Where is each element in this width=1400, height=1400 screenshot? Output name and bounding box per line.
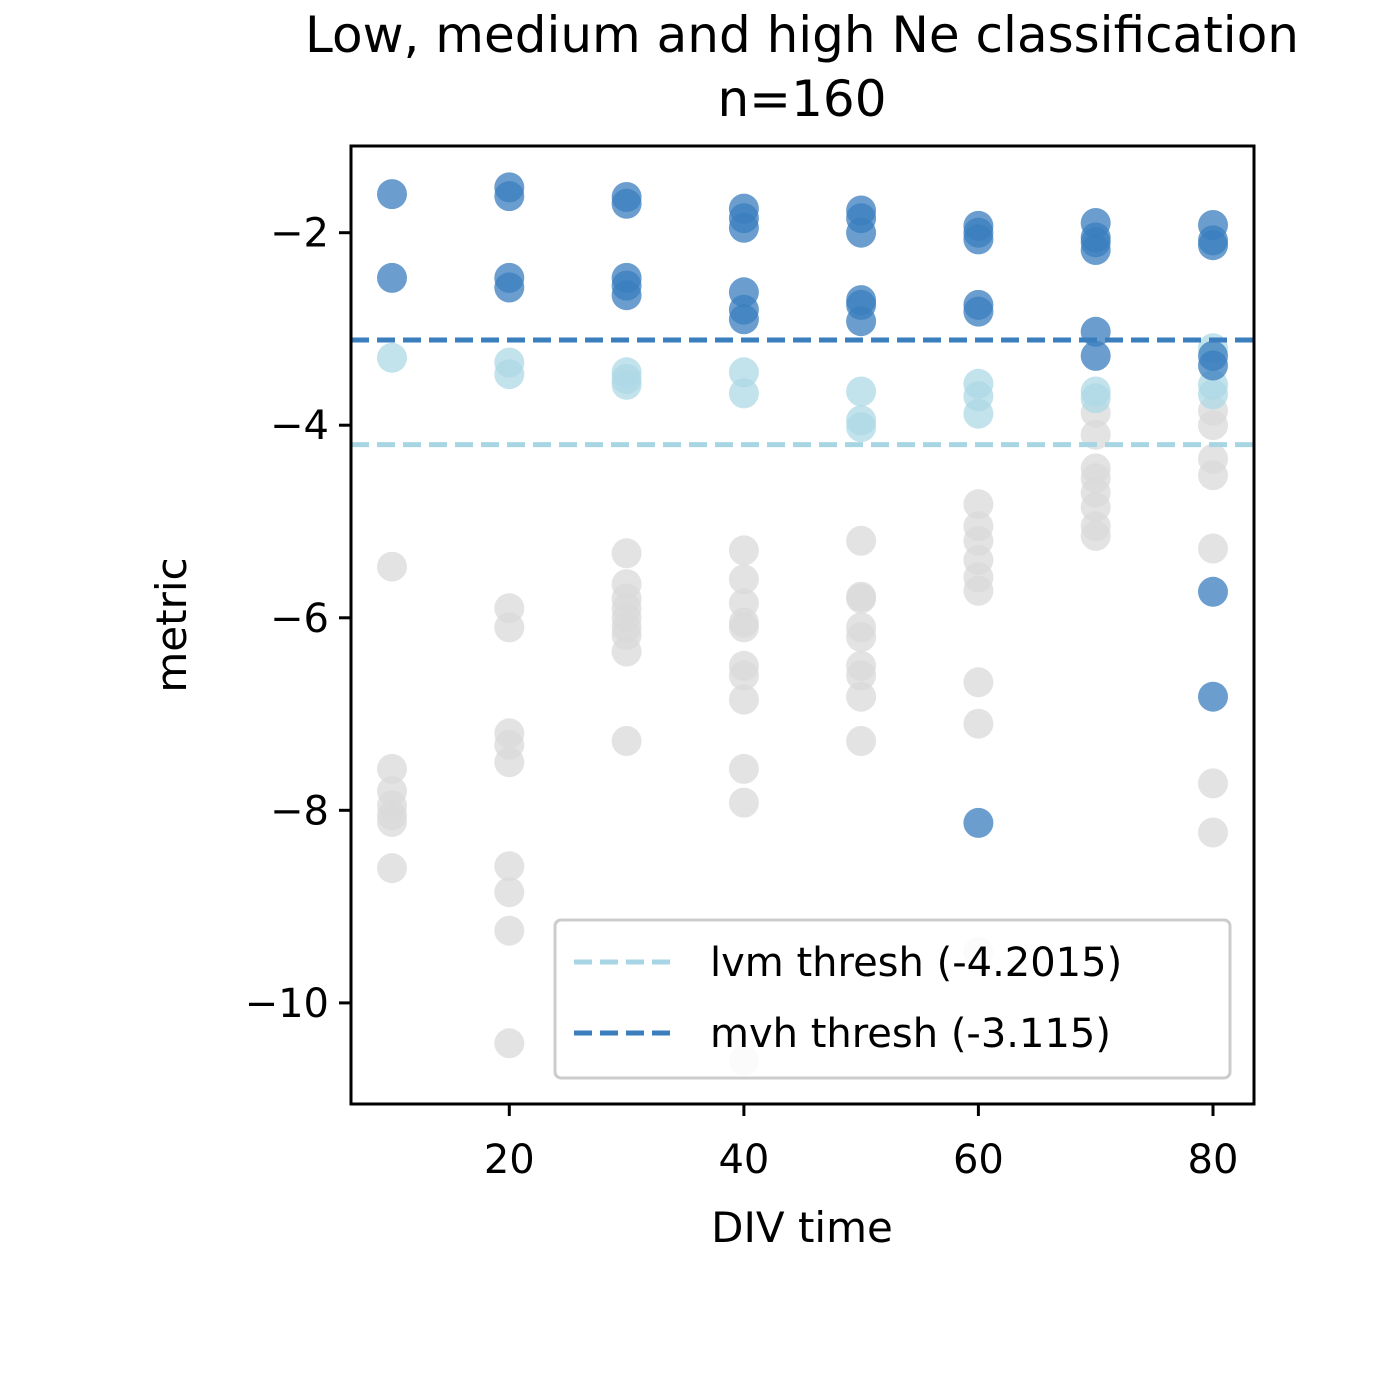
scatter-point-medium [1080, 383, 1111, 414]
scatter-point-low [494, 612, 525, 643]
y-tick-label: −6 [270, 596, 329, 642]
scatter-point-low [1198, 768, 1228, 799]
scatter-point-low [846, 583, 877, 614]
scatter-point-low [846, 726, 877, 756]
scatter-point-low [1198, 460, 1228, 491]
x-tick-label: 40 [718, 1137, 769, 1183]
scatter-point-low [1198, 817, 1228, 848]
y-tick-label: −10 [245, 981, 329, 1027]
scatter-point-low [963, 489, 994, 520]
axis-ticks: 20 40 60 80 −2 −4 −6 −8 −10 [245, 211, 1239, 1183]
scatter-point-high [494, 272, 525, 303]
x-tick-label: 80 [1188, 1137, 1239, 1183]
y-tick-label: −4 [270, 403, 329, 449]
scatter-point-low [377, 753, 407, 784]
scatter-point-low [846, 660, 877, 691]
legend-label-mvh-thresh: mvh thresh (-3.115) [710, 1011, 1111, 1057]
scatter-point-medium [1198, 379, 1228, 410]
scatter-point-low [1080, 520, 1111, 551]
scatter-point-low [611, 538, 642, 569]
x-tick-label: 60 [953, 1137, 1004, 1183]
scatter-point-low [494, 915, 525, 946]
chart-subtitle: n=160 [717, 70, 886, 128]
scatter-point-high [963, 807, 994, 838]
scatter-point-high [1198, 350, 1228, 381]
y-axis-label: metric [147, 557, 196, 692]
scatter-point-high [1198, 576, 1228, 607]
scatter-point-low [728, 612, 759, 643]
scatter-point-low [963, 575, 994, 606]
scatter-point-medium [728, 378, 759, 409]
scatter-point-high [1080, 235, 1111, 265]
legend-box [553, 918, 1232, 1080]
scatter-point-high [728, 304, 759, 335]
scatter-point-low [494, 851, 525, 882]
scatter-point-low [846, 525, 877, 556]
scatter-point-low [494, 877, 525, 908]
scatter-point-medium [494, 359, 525, 390]
scatter-point-medium [611, 369, 642, 400]
scatter-point-low [1198, 410, 1228, 441]
scatter-point-low [611, 726, 642, 756]
scatter-point-high [494, 181, 525, 212]
scatter-point-medium [963, 398, 994, 429]
scatter-point-low [728, 564, 759, 595]
scatter-point-low [377, 853, 407, 884]
scatter-point-low [1198, 533, 1228, 564]
scatter-point-medium [377, 342, 407, 373]
scatter-point-high [1080, 340, 1111, 371]
scatter-point-low [611, 636, 642, 667]
legend: lvm thresh (-4.2015) mvh thresh (-3.115) [553, 918, 1232, 1080]
scatter-point-low [377, 806, 407, 837]
scatter-point-low [846, 681, 877, 712]
scatter-point-high [846, 217, 877, 248]
scatter-point-high [611, 280, 642, 311]
scatter-point-low [728, 753, 759, 784]
scatter-point-high [1198, 681, 1228, 712]
scatter-point-low [846, 622, 877, 652]
scatter-point-low [728, 660, 759, 691]
scatter-point-medium [846, 412, 877, 443]
legend-label-lvm-thresh: lvm thresh (-4.2015) [710, 940, 1122, 986]
chart-title: Low, medium and high Ne classification [305, 6, 1299, 64]
scatter-point-low [963, 667, 994, 698]
scatter-point-high [1198, 230, 1228, 261]
y-tick-label: −2 [270, 211, 329, 257]
scatter-point-low [728, 684, 759, 715]
x-tick-label: 20 [484, 1137, 535, 1183]
scatter-point-medium [728, 357, 759, 388]
scatter-point-high [963, 224, 994, 255]
scatter-point-low [963, 708, 994, 739]
scatter-point-high [728, 212, 759, 243]
scatter-point-high [377, 179, 407, 210]
scatter-point-low [728, 535, 759, 566]
scatter-point-low [728, 787, 759, 818]
scatter-point-low [494, 747, 525, 778]
scatter-point-medium [846, 376, 877, 407]
scatter-point-high [377, 262, 407, 293]
plot-frame [349, 144, 1256, 1106]
y-tick-label: −8 [270, 788, 329, 834]
x-axis-label: DIV time [711, 1203, 893, 1252]
scatter-point-high [846, 306, 877, 337]
scatter-point-low [377, 551, 407, 582]
scatter-point-high [963, 296, 994, 327]
scatter-point-high [611, 188, 642, 219]
scatter-point-low [494, 1028, 525, 1059]
plot-area [351, 172, 1254, 1076]
